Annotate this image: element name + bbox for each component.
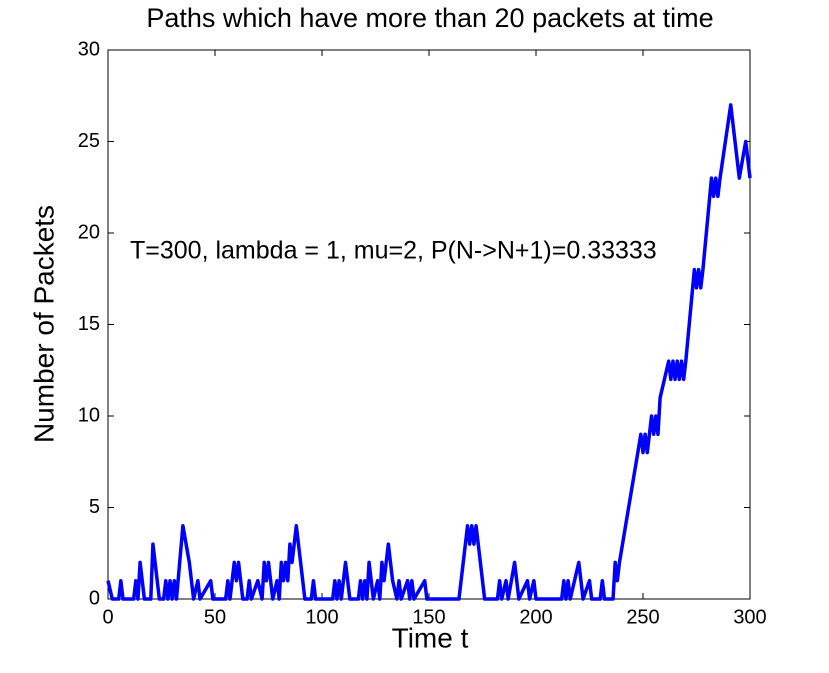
y-tick-label: 15 bbox=[78, 313, 100, 335]
x-tick-label: 250 bbox=[626, 606, 659, 628]
x-tick-label: 0 bbox=[102, 606, 113, 628]
x-tick-label: 300 bbox=[733, 606, 766, 628]
y-tick-label: 5 bbox=[89, 496, 100, 518]
chart-title: Paths which have more than 20 packets at… bbox=[146, 3, 713, 33]
y-tick-label: 20 bbox=[78, 221, 100, 243]
annotation: T=300, lambda = 1, mu=2, P(N->N+1)=0.333… bbox=[130, 237, 657, 265]
plot-area bbox=[106, 49, 752, 601]
y-tick-label: 30 bbox=[78, 38, 100, 60]
x-tick-label: 150 bbox=[412, 606, 445, 628]
x-axis-label: Time t bbox=[392, 622, 469, 653]
y-tick-label: 10 bbox=[78, 404, 100, 426]
x-tick-label: 50 bbox=[204, 606, 226, 628]
y-axis-label: Number of Packets bbox=[28, 205, 59, 443]
y-tick-label: 0 bbox=[89, 587, 100, 609]
axes-box bbox=[107, 49, 751, 600]
x-tick-label: 200 bbox=[519, 606, 552, 628]
data-line bbox=[106, 103, 752, 601]
y-tick-label: 25 bbox=[78, 130, 100, 152]
x-tick-label: 100 bbox=[305, 606, 338, 628]
